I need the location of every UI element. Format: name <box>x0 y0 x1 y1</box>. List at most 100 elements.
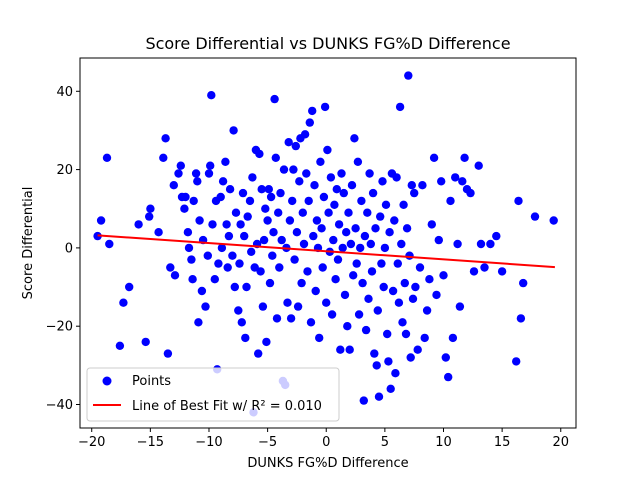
y-tick-label: 0 <box>65 241 73 256</box>
data-point <box>300 130 310 139</box>
data-point <box>223 263 232 272</box>
data-point <box>388 286 398 296</box>
x-axis-ticks: −20 −15 −10 −5 0 5 10 15 20 <box>78 428 569 450</box>
data-point <box>254 349 263 358</box>
data-point <box>337 169 346 178</box>
best-fit-line <box>97 234 555 269</box>
data-point <box>383 329 392 339</box>
data-point <box>422 306 432 315</box>
data-point <box>191 169 201 178</box>
data-point <box>214 259 223 268</box>
data-point <box>327 310 337 319</box>
data-point <box>410 188 419 198</box>
data-point <box>163 349 173 358</box>
data-point <box>530 212 540 221</box>
data-point <box>480 263 489 272</box>
data-point <box>425 275 434 284</box>
data-point <box>350 134 359 143</box>
data-point <box>486 239 495 249</box>
data-point <box>384 357 393 366</box>
fit-line-layer <box>97 234 555 269</box>
data-point <box>193 177 202 186</box>
data-point <box>385 228 394 237</box>
data-point <box>347 181 357 190</box>
x-tick-label: −15 <box>137 435 164 450</box>
y-axis-label: Score Differential <box>21 187 36 300</box>
data-point <box>279 165 289 174</box>
data-point <box>297 278 306 288</box>
data-point <box>201 302 210 311</box>
data-point <box>259 235 269 245</box>
data-point <box>351 224 360 233</box>
data-point <box>434 235 443 245</box>
legend-points-label: Points <box>132 374 171 389</box>
chart-title: Score Differential vs DUNKS FG%D Differe… <box>145 34 510 53</box>
x-tick-label: 20 <box>552 435 569 450</box>
data-point <box>395 102 405 112</box>
data-point <box>363 208 372 217</box>
y-tick-label: −20 <box>46 320 73 335</box>
data-point <box>264 185 273 194</box>
data-point <box>448 333 458 343</box>
data-point <box>418 181 427 190</box>
data-point <box>204 169 214 178</box>
data-point <box>270 94 279 104</box>
data-point <box>408 294 418 303</box>
data-point <box>390 216 399 225</box>
data-point <box>371 224 380 233</box>
data-point <box>317 224 326 233</box>
data-point <box>105 239 114 249</box>
data-point <box>376 212 385 221</box>
data-point <box>261 204 270 213</box>
data-point <box>333 255 343 264</box>
data-point <box>146 204 155 213</box>
data-point <box>391 369 400 378</box>
data-point <box>460 153 469 162</box>
data-point <box>400 278 409 288</box>
data-point <box>237 318 246 327</box>
data-point <box>357 196 366 206</box>
data-point <box>352 259 361 268</box>
data-point <box>218 177 228 186</box>
y-tick-label: 20 <box>56 163 73 178</box>
legend-fit-line-label: Line of Best Fit w/ R² = 0.010 <box>132 399 322 414</box>
data-point <box>216 192 225 202</box>
data-point <box>183 228 193 237</box>
data-point <box>312 216 322 225</box>
data-point <box>231 208 241 217</box>
data-point <box>134 220 143 229</box>
data-point <box>377 259 386 268</box>
data-point <box>512 357 521 366</box>
data-point <box>290 255 299 264</box>
data-point <box>549 216 558 225</box>
data-point <box>305 118 314 127</box>
data-point <box>334 220 344 229</box>
data-point <box>340 290 350 300</box>
data-point <box>413 345 422 354</box>
data-point <box>242 282 251 292</box>
data-point <box>195 216 204 225</box>
data-point <box>288 196 297 206</box>
data-point <box>221 157 230 166</box>
data-point <box>345 345 354 354</box>
data-point <box>370 349 379 358</box>
data-point <box>451 173 460 182</box>
legend-box <box>86 367 340 422</box>
data-point <box>338 243 347 253</box>
data-point <box>271 153 280 162</box>
x-tick-label: 0 <box>322 435 330 450</box>
data-point <box>197 286 207 296</box>
data-point <box>516 314 526 323</box>
data-point <box>277 235 286 245</box>
data-point <box>332 185 341 194</box>
data-point <box>250 263 259 272</box>
data-point <box>194 318 203 327</box>
data-point <box>272 314 282 323</box>
data-point <box>228 251 237 260</box>
data-point <box>241 333 250 343</box>
data-point <box>258 302 268 311</box>
data-point <box>365 169 374 178</box>
data-point <box>386 384 395 393</box>
data-point <box>238 188 248 198</box>
y-tick-label: 40 <box>56 85 73 100</box>
